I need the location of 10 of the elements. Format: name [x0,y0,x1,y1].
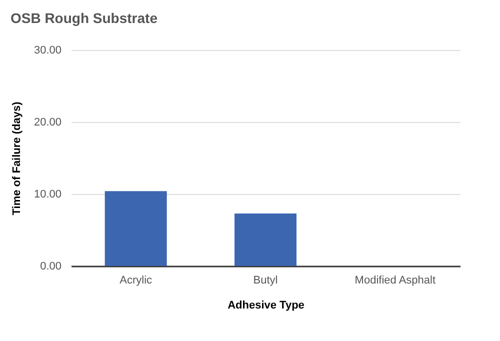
x-axis-title: Adhesive Type [228,300,304,312]
y-tick-label: 20.00 [34,116,62,128]
chart-title: OSB Rough Substrate [10,10,158,26]
x-tick-label: Modified Asphalt [354,274,436,286]
y-tick-label: 0.00 [40,260,62,272]
x-tick-label: Butyl [253,274,278,286]
y-axis-title: Time of Failure (days) [10,101,23,216]
x-tick-label: Acrylic [120,274,153,286]
y-tick-label: 10.00 [34,188,62,200]
y-tick-label: 30.00 [34,44,62,56]
